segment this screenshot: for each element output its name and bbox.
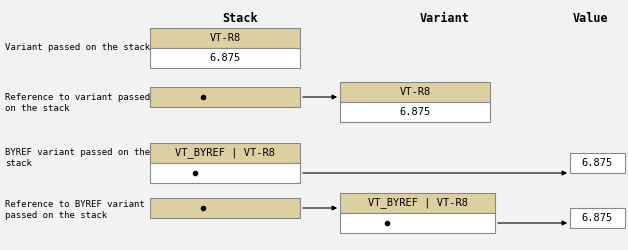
Text: VT_BYREF | VT-R8: VT_BYREF | VT-R8 bbox=[367, 198, 467, 208]
Bar bbox=[150, 143, 300, 163]
Text: BYREF variant passed on the
stack: BYREF variant passed on the stack bbox=[5, 148, 150, 168]
Text: Reference to BYREF variant
passed on the stack: Reference to BYREF variant passed on the… bbox=[5, 200, 144, 220]
Bar bbox=[340, 102, 490, 122]
Text: 6.875: 6.875 bbox=[399, 107, 431, 117]
Text: VT-R8: VT-R8 bbox=[399, 87, 431, 97]
Text: Stack: Stack bbox=[222, 12, 258, 25]
Bar bbox=[150, 163, 300, 183]
Text: 6.875: 6.875 bbox=[209, 53, 241, 63]
Bar bbox=[340, 193, 495, 213]
Text: Variant: Variant bbox=[420, 12, 470, 25]
Bar bbox=[340, 82, 490, 102]
Bar bbox=[150, 28, 300, 48]
Text: Value: Value bbox=[572, 12, 608, 25]
Text: Reference to variant passed
on the stack: Reference to variant passed on the stack bbox=[5, 93, 150, 113]
Text: VT-R8: VT-R8 bbox=[209, 33, 241, 43]
Bar bbox=[150, 198, 300, 218]
Bar bbox=[340, 213, 495, 233]
Text: 6.875: 6.875 bbox=[582, 213, 613, 223]
Bar bbox=[570, 208, 625, 228]
Bar bbox=[150, 87, 300, 107]
Bar bbox=[570, 153, 625, 173]
Text: 6.875: 6.875 bbox=[582, 158, 613, 168]
Text: Variant passed on the stack: Variant passed on the stack bbox=[5, 44, 150, 52]
Text: VT_BYREF | VT-R8: VT_BYREF | VT-R8 bbox=[175, 148, 275, 158]
Bar bbox=[150, 48, 300, 68]
